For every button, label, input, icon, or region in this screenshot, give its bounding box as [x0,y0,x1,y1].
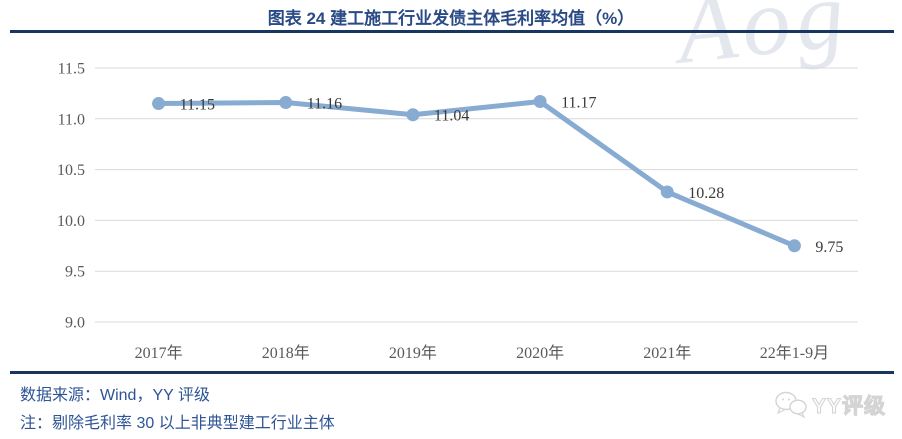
y-axis-tick-label: 9.5 [65,264,85,281]
brand-logo: YY评级 [774,390,886,420]
y-axis-tick-label: 10.0 [57,213,85,230]
data-point-label: 11.17 [561,95,596,112]
data-point [279,96,293,110]
wechat-bubbles-icon [775,391,807,419]
x-axis-tick-label: 22年1-9月 [760,344,829,362]
data-source-text: 数据来源：Wind，YY 评级 [20,387,210,404]
footnote-text: 注：剔除毛利率 30 以上非典型建工行业主体 [20,415,335,432]
data-point [533,95,547,109]
series-line [156,99,797,249]
brand-logo-text: YY评级 [811,395,886,419]
data-point [787,239,801,253]
y-axis-tick-label: 9.0 [65,315,85,332]
data-point [152,97,166,111]
x-axis-tick-label: 2021年 [643,344,691,362]
chart-title: 图表 24 建工施工行业发债主体毛利率均值（%） [267,9,635,28]
y-axis-tick-label: 11.5 [58,61,85,78]
data-point-label: 9.75 [815,239,843,256]
footer-divider [10,371,894,374]
data-point-label: 10.28 [688,185,724,202]
x-axis-tick-label: 2017年 [135,344,183,362]
x-axis-tick-label: 2018年 [262,344,310,362]
y-axis-tick-label: 10.5 [57,162,85,179]
data-point-label: 11.04 [434,108,469,125]
title-divider [10,30,894,33]
data-point-label: 11.15 [180,97,215,114]
data-point [406,108,420,122]
data-point [660,185,674,199]
x-axis-tick-label: 2019年 [389,344,437,362]
data-point-label: 11.16 [307,96,342,113]
y-axis-tick-label: 11.0 [58,111,85,128]
x-axis-tick-label: 2020年 [516,344,564,362]
